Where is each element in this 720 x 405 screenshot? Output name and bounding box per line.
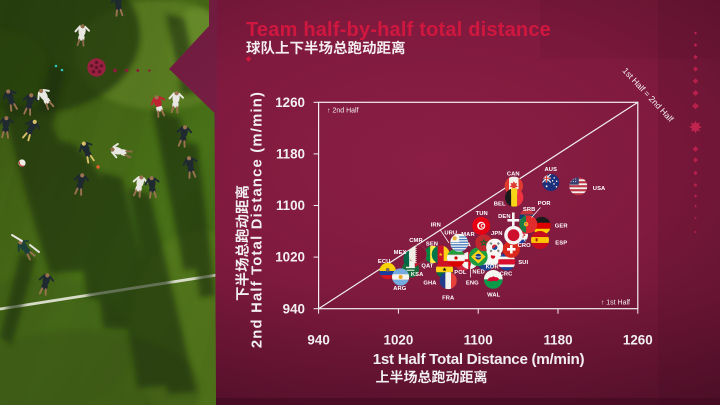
svg-text:ECU: ECU [378, 259, 391, 265]
svg-text:AUS: AUS [545, 167, 558, 173]
svg-text:QAT: QAT [421, 263, 433, 269]
svg-text:1020: 1020 [275, 250, 305, 265]
svg-text:1260: 1260 [623, 333, 653, 348]
svg-text:940: 940 [283, 301, 305, 316]
svg-text:CRC: CRC [500, 272, 514, 278]
svg-text:SUI: SUI [518, 260, 528, 266]
svg-text:CMR: CMR [409, 238, 423, 244]
svg-text:↑ 1st Half: ↑ 1st Half [601, 300, 630, 307]
svg-text:940: 940 [307, 333, 329, 348]
svg-text:KSA: KSA [411, 272, 424, 278]
svg-text:GER: GER [555, 223, 569, 229]
svg-text:IRN: IRN [431, 222, 441, 228]
svg-text:ESP: ESP [555, 240, 567, 246]
svg-text:1st Half Total Distance (m/min: 1st Half Total Distance (m/min) [373, 351, 585, 368]
svg-text:TUN: TUN [476, 211, 488, 217]
svg-text:DEN: DEN [498, 214, 511, 220]
svg-text:WAL: WAL [487, 292, 501, 298]
svg-text:1180: 1180 [543, 333, 572, 348]
svg-text:CRO: CRO [518, 243, 532, 249]
svg-text:URU: URU [444, 231, 457, 237]
svg-text:Team half-by-half total distan: Team half-by-half total distance [246, 19, 551, 41]
svg-text:1100: 1100 [276, 198, 305, 213]
svg-text:POR: POR [538, 201, 552, 207]
svg-text:NED: NED [472, 269, 485, 275]
svg-text:1180: 1180 [276, 147, 305, 162]
svg-text:MEX: MEX [394, 250, 407, 256]
svg-text:1100: 1100 [464, 333, 493, 348]
svg-text:1260: 1260 [275, 95, 305, 110]
svg-text:POL: POL [454, 270, 467, 276]
svg-text:ENG: ENG [466, 281, 479, 287]
svg-text:USA: USA [593, 186, 606, 192]
svg-text:1020: 1020 [384, 333, 414, 348]
svg-text:CAN: CAN [507, 172, 520, 178]
svg-text:JPN: JPN [491, 231, 503, 237]
svg-text:BEL: BEL [494, 202, 506, 208]
svg-text:SEN: SEN [426, 242, 438, 248]
svg-text:FRA: FRA [442, 295, 455, 301]
svg-text:ARG: ARG [393, 286, 407, 292]
svg-text:2nd Half Total Distance (m/min: 2nd Half Total Distance (m/min) [250, 91, 266, 348]
svg-text:SRB: SRB [523, 207, 536, 213]
svg-text:GHA: GHA [423, 281, 437, 287]
svg-text:↑ 2nd Half: ↑ 2nd Half [327, 108, 359, 115]
svg-text:KOR: KOR [486, 264, 500, 270]
svg-text:MAR: MAR [461, 232, 475, 238]
